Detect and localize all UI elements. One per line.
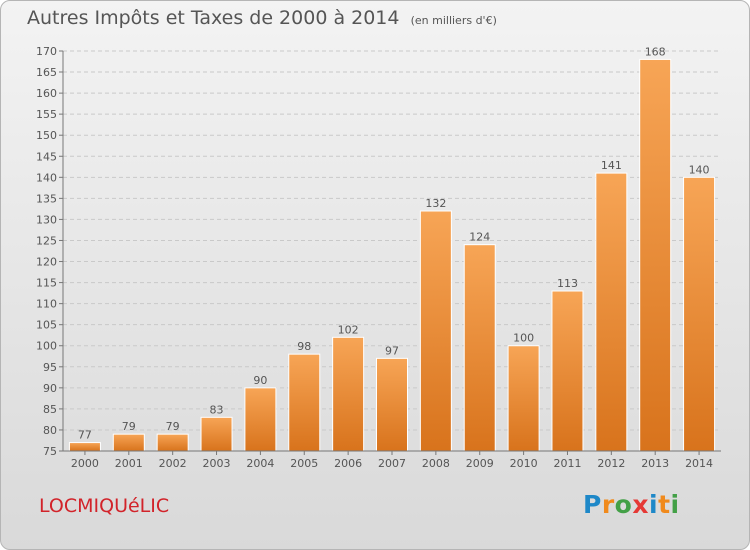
y-tick-label: 100: [36, 340, 57, 353]
bar-value-label: 77: [78, 429, 92, 442]
bar-value-label: 79: [166, 420, 180, 433]
bar: [551, 290, 584, 452]
bar-value-label: 79: [122, 420, 136, 433]
y-tick-label: 80: [43, 424, 57, 437]
bar: [244, 387, 277, 452]
x-tick-label: 2004: [246, 457, 274, 470]
y-tick-label: 115: [36, 277, 57, 290]
x-tick-label: 2005: [290, 457, 318, 470]
bar: [683, 176, 716, 452]
bar: [112, 433, 145, 452]
logo-letter: r: [601, 490, 615, 519]
x-tick-label: 2009: [466, 457, 494, 470]
y-tick-label: 145: [36, 150, 57, 163]
bar: [288, 353, 321, 452]
logo-letter: t: [658, 490, 671, 519]
y-tick-label: 85: [43, 403, 57, 416]
y-tick-label: 130: [36, 213, 57, 226]
y-tick-label: 120: [36, 256, 57, 269]
logo-letter: i: [649, 490, 659, 519]
chart-title-block: Autres Impôts et Taxes de 2000 à 2014 (e…: [27, 7, 497, 29]
chart-subtitle: (en milliers d'€): [410, 14, 497, 27]
bar: [419, 210, 452, 452]
y-tick-label: 105: [36, 319, 57, 332]
y-tick-label: 110: [36, 298, 57, 311]
bar-value-label: 97: [385, 344, 399, 357]
x-tick-label: 2000: [71, 457, 99, 470]
bar: [376, 357, 408, 452]
bar: [200, 416, 233, 452]
bar-value-label: 168: [645, 45, 666, 58]
x-tick-label: 2007: [378, 457, 406, 470]
x-tick-label: 2011: [553, 457, 581, 470]
y-tick-label: 170: [36, 45, 57, 58]
x-tick-label: 2012: [597, 457, 625, 470]
y-tick-label: 95: [43, 361, 57, 374]
x-tick-label: 2001: [115, 457, 143, 470]
x-tick-label: 2014: [685, 457, 713, 470]
y-tick-label: 155: [36, 108, 57, 121]
x-tick-label: 2008: [422, 457, 450, 470]
bar-value-label: 83: [210, 403, 224, 416]
bar: [156, 433, 189, 452]
bar-value-label: 102: [338, 323, 359, 336]
bar-value-label: 124: [469, 231, 490, 244]
y-tick-label: 135: [36, 192, 57, 205]
proxiti-logo[interactable]: Proxiti: [583, 490, 680, 519]
y-tick-label: 160: [36, 87, 57, 100]
bar-value-label: 98: [297, 340, 311, 353]
bar-value-label: 141: [601, 159, 622, 172]
bar: [639, 58, 672, 452]
x-tick-label: 2006: [334, 457, 362, 470]
bar-value-label: 140: [689, 163, 710, 176]
bar: [507, 345, 540, 452]
bar: [595, 172, 628, 452]
x-tick-label: 2013: [641, 457, 669, 470]
y-tick-label: 140: [36, 171, 57, 184]
logo-letter: o: [614, 490, 633, 519]
y-tick-label: 165: [36, 66, 57, 79]
x-tick-label: 2010: [510, 457, 538, 470]
x-tick-label: 2002: [159, 457, 187, 470]
bar: [332, 336, 365, 452]
logo-letter: P: [583, 490, 602, 519]
bar-value-label: 100: [513, 332, 534, 345]
bar: [68, 442, 101, 452]
logo-letter: i: [670, 490, 680, 519]
bar-value-label: 132: [425, 197, 446, 210]
bar: [463, 244, 496, 452]
bar-value-label: 113: [557, 277, 578, 290]
bar-value-label: 90: [253, 374, 267, 387]
town-name: LOCMIQUéLIC: [39, 495, 170, 517]
logo-letter: x: [632, 490, 649, 519]
x-tick-label: 2003: [203, 457, 231, 470]
y-tick-label: 125: [36, 234, 57, 247]
y-tick-label: 75: [43, 445, 57, 458]
y-tick-label: 150: [36, 129, 57, 142]
chart-title: Autres Impôts et Taxes de 2000 à 2014: [27, 7, 400, 29]
y-tick-label: 90: [43, 382, 57, 395]
